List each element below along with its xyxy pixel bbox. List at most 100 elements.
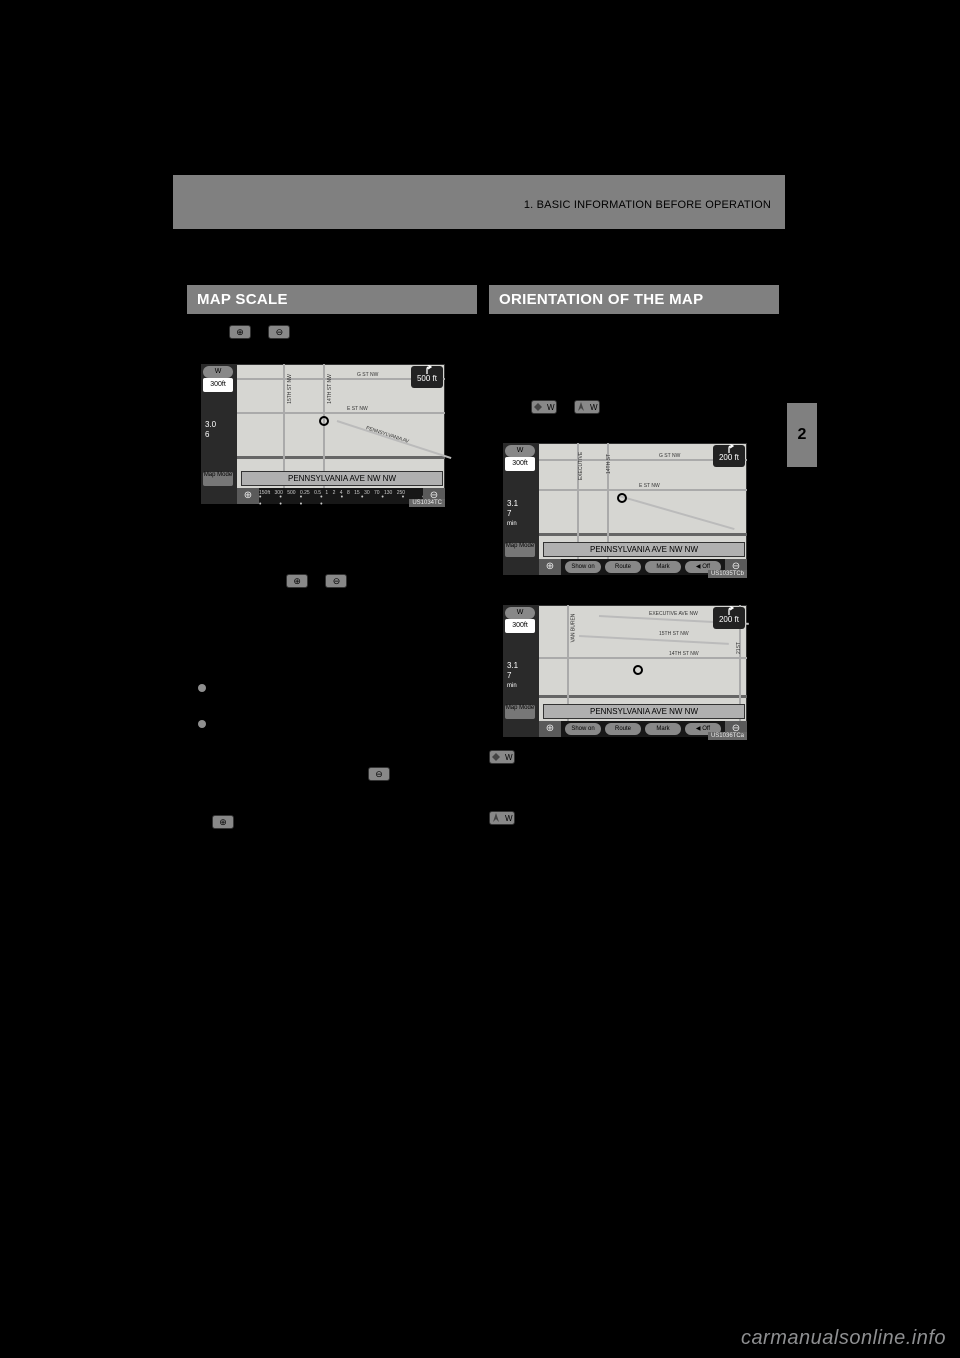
text: Press the "∧" or "∨" button of the Remot… [212,681,466,713]
turn-distance-badge: 200 ft [713,445,745,467]
show-on-map-button[interactable]: Show on Map [565,723,601,735]
heading-up-icon: W [574,400,600,414]
street-label: E ST NW [639,483,660,489]
street-label: EXECUTIVE [578,452,584,480]
compass-icon[interactable]: W [505,607,535,619]
text: : North-up screen [518,750,611,764]
compass-icon[interactable]: W [203,366,233,378]
scale-badge: 300ft [203,378,233,392]
text: 1Touch [187,325,229,339]
turn-distance-badge: 200 ft [713,607,745,629]
map-mode-button[interactable]: Map Mode [203,472,233,486]
street-label: 14TH ST NW [669,651,699,657]
symbol-description-northup: W : North-up screen [489,749,779,765]
heading-up-icon: W [489,811,515,825]
image-tag: US1035TCb [708,570,747,578]
paragraph: ●The scale of the map screen can be chan… [187,611,477,660]
text: or [254,325,268,339]
street-label: PENNSYLVANIA AV [365,426,409,446]
zoom-out-icon: ⊖ [268,325,290,339]
nav-screenshot-northup: G ST NW E ST NW 14TH ST EXECUTIVE W 300f… [503,443,747,575]
bullet-icon [198,720,206,728]
street-banner: PENNSYLVANIA AVE NW NW [241,471,443,486]
chapter-tab: 2 [787,403,817,467]
street-label: 14TH ST [606,454,612,474]
street-label: G ST NW [357,372,378,378]
route-button[interactable]: Route [605,561,641,573]
text: 3.0 [205,420,231,430]
north-up-icon: W [531,400,557,414]
street-label: EXECUTIVE AVE NW [649,611,698,617]
mark-button[interactable]: Mark [645,561,681,573]
zoom-in-button[interactable]: ⊕ [539,721,561,737]
map-mode-button[interactable]: Map Mode [505,705,535,719]
zoom-in-button[interactable]: ⊕ [237,488,259,504]
street-label: E ST NW [347,406,368,412]
text: The scale bar and indicator at the botto… [187,519,450,565]
text: 200 ft [719,453,739,462]
current-position-icon [633,665,643,675]
map-sidebar: W 300ft 3.1 7 min Map Mode [503,443,539,575]
paragraph: The orientation of the map can be change… [489,324,779,389]
text: Both the north-up and heading-up symbols… [500,864,765,910]
section-title-orientation: ORIENTATION OF THE MAP [489,285,779,314]
zoom-in-icon: ⊕ [229,325,251,339]
text: is not shown. In areas where foot print … [212,815,465,861]
text: . [604,400,607,414]
bullet-icon: ● [500,864,507,878]
text: 6 [205,430,231,440]
north-up-heading-label: ▶ North-up screen [489,421,779,437]
text: The scale of the map screen can be chang… [187,612,454,658]
nav-screenshot-headingup: EXECUTIVE AVE NW 15TH ST NW 14TH ST NW V… [503,605,747,737]
north-up-icon: W [489,750,515,764]
compass-icon[interactable]: W [505,445,535,457]
text: 200 ft [719,615,739,624]
image-tag: US1034TC [409,499,445,507]
nav-screenshot-scale: G ST NW E ST NW 14TH ST NW 15TH ST NW PE… [201,364,445,504]
paragraph: ● Touch and hold ⊕ or ⊖ to continue chan… [187,573,477,605]
bullet-icon [198,684,206,692]
svg-text:W: W [505,814,513,823]
odometer-readout: 3.1 7 min [507,499,533,529]
information-box: Press the "∧" or "∨" button of the Remot… [187,672,477,876]
scale-badge: 300ft [505,619,535,633]
paragraph: ●The scale bar and indicator at the bott… [187,518,477,567]
map-toolbar: Show on Map Route Mark ◀ Off [561,721,725,737]
text: 7 [507,671,533,681]
page-container: 1. BASIC INFORMATION BEFORE OPERATION 2 … [173,175,785,1185]
current-position-icon [319,416,329,426]
right-column: ORIENTATION OF THE MAP The orientation o… [489,285,779,921]
map-mode-button[interactable]: Map Mode [505,543,535,557]
left-column: MAP SCALE 1Touch ⊕ or ⊖ to change the sc… [187,285,477,876]
chapter-number: 2 [798,426,807,444]
map-sidebar: W 300ft 3.1 7 min Map Mode [503,605,539,737]
mark-button[interactable]: Mark [645,723,681,735]
map-sidebar: W 300ft 3.0 6 Map Mode [201,364,237,504]
paragraph: Regardless of the direction of vehicle t… [489,768,779,800]
show-on-map-button[interactable]: Show on Map [565,561,601,573]
text: or [560,400,574,414]
header-bar: 1. BASIC INFORMATION BEFORE OPERATION [173,175,785,229]
watermark: carmanualsonline.info [741,1327,946,1350]
text: 3.1 [507,661,533,671]
information-box: ● Both the north-up and heading-up symbo… [489,854,779,921]
text: Touch and hold [201,574,286,588]
street-label: 15TH ST NW [287,375,293,405]
odometer-readout: 3.0 6 [205,420,231,440]
text: 7 [507,509,533,519]
street-banner: PENNSYLVANIA AVE NW NW [543,704,745,719]
route-button[interactable]: Route [605,723,641,735]
map-toolbar: Show on Map Route Mark ◀ Off [561,559,725,575]
zoom-in-button[interactable]: ⊕ [539,559,561,575]
text: or [311,574,325,588]
street-label: 14TH ST NW [327,375,333,405]
turn-distance-badge: 500 ft [411,366,443,388]
info-row: The map scale is displayed under the nor… [198,717,466,863]
street-label: G ST NW [659,453,680,459]
image-tag: US1036TCa [708,732,747,740]
step-1-left: 1Touch ⊕ or ⊖ to change the scale of the… [187,324,477,356]
scale-badge: 300ft [505,457,535,471]
svg-text:W: W [547,403,555,412]
street-label: 15TH ST NW [659,631,689,637]
info-row: Press the "∧" or "∨" button of the Remot… [198,681,466,713]
